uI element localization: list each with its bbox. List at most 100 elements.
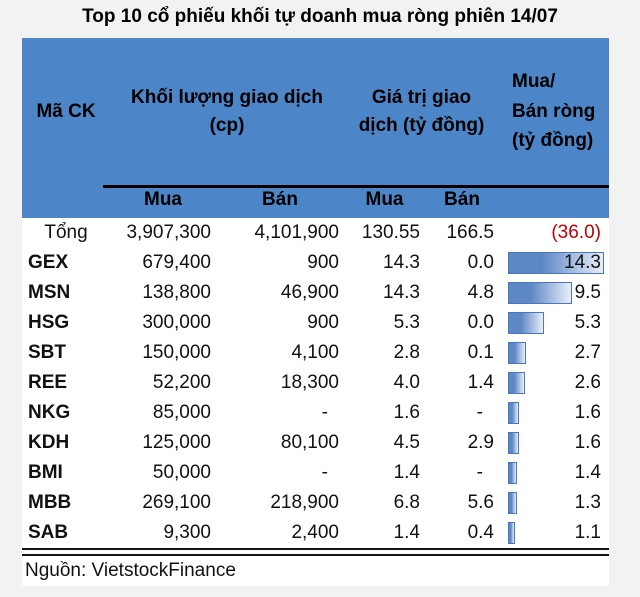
stock-code: BMI — [28, 462, 63, 483]
table-row: HSG 300,000 900 5.3 0.0 5.3 — [22, 308, 609, 338]
total-value-buy: 130.55 — [361, 222, 420, 243]
net-value: 1.3 — [574, 492, 601, 513]
value-buy: 1.4 — [393, 522, 420, 543]
source-note: Nguồn: VietstockFinance — [25, 560, 236, 581]
volume-sell: 80,100 — [280, 432, 339, 453]
volume-buy: 300,000 — [142, 312, 211, 333]
total-volume-buy: 3,907,300 — [126, 222, 211, 243]
table-row: SBT 150,000 4,100 2.8 0.1 2.7 — [22, 338, 609, 368]
table-body: GEX 679,400 900 14.3 0.0 14.3 MSN 138,80… — [22, 248, 609, 548]
table-row: BMI 50,000 - 1.4 - 1.4 — [22, 458, 609, 488]
column-gap — [499, 518, 508, 548]
net-data-bar — [508, 522, 516, 544]
subheader-value-sell: Bán — [444, 189, 480, 210]
column-gap — [499, 218, 508, 248]
value-sell: 0.4 — [467, 522, 494, 543]
bottom-double-border — [22, 548, 609, 556]
total-row: Tổng 3,907,300 4,101,900 130.55 166.5 (3… — [22, 218, 609, 248]
net-bar-cell: 1.4 — [508, 458, 604, 488]
header-value: Giá trị giao dịch (tỷ đồng) — [344, 84, 499, 139]
header-volume: Khối lượng giao dịch (cp) — [110, 84, 344, 139]
table-header: Mã CK Khối lượng giao dịch (cp) Giá trị … — [22, 38, 609, 218]
value-buy: 6.8 — [393, 492, 420, 513]
total-value-sell: 166.5 — [446, 222, 494, 243]
column-gap — [499, 308, 508, 338]
stock-code: REE — [28, 372, 68, 393]
net-bar-cell: 1.6 — [508, 398, 604, 428]
total-volume-sell: 4,101,900 — [254, 222, 339, 243]
subheader-value-buy: Mua — [365, 189, 404, 210]
value-sell: 4.8 — [467, 282, 494, 303]
volume-sell: 18,300 — [280, 372, 339, 393]
value-buy: 14.3 — [383, 252, 420, 273]
net-buy-table: Mã CK Khối lượng giao dịch (cp) Giá trị … — [22, 38, 609, 586]
subheader-row: Mua Bán Mua Bán — [22, 185, 609, 215]
volume-buy: 85,000 — [152, 402, 211, 423]
header-net-line2: Bán ròng — [512, 100, 596, 122]
net-value: 14.3 — [564, 252, 601, 273]
table-row: MSN 138,800 46,900 14.3 4.8 9.5 — [22, 278, 609, 308]
value-buy: 2.8 — [393, 342, 420, 363]
net-data-bar — [508, 282, 572, 304]
header-net-line1: Mua/ — [512, 71, 556, 93]
column-gap — [499, 428, 508, 458]
column-gap — [499, 185, 508, 215]
net-data-bar — [508, 312, 544, 334]
table-row: NKG 85,000 - 1.6 - 1.6 — [22, 398, 609, 428]
column-gap — [499, 338, 508, 368]
volume-sell: 2,400 — [291, 522, 339, 543]
net-value: 1.1 — [574, 522, 601, 543]
table-row: KDH 125,000 80,100 4.5 2.9 1.6 — [22, 428, 609, 458]
value-buy: 5.3 — [393, 312, 420, 333]
column-gap — [499, 488, 508, 518]
column-gap — [499, 248, 508, 278]
value-sell: - — [476, 402, 483, 423]
column-gap — [499, 398, 508, 428]
volume-sell: 46,900 — [280, 282, 339, 303]
net-data-bar — [508, 462, 518, 484]
value-sell: 0.1 — [467, 342, 494, 363]
column-gap — [499, 278, 508, 308]
stock-code: GEX — [28, 252, 69, 273]
table-row: MBB 269,100 218,900 6.8 5.6 1.3 — [22, 488, 609, 518]
net-data-bar — [508, 432, 519, 454]
net-data-bar — [508, 252, 604, 274]
subheader-volume-sell: Bán — [262, 189, 298, 210]
column-gap — [499, 368, 508, 398]
header-net-line3: (tỷ đồng) — [512, 130, 594, 152]
subheader-net-spacer — [508, 185, 604, 215]
total-label: Tổng — [44, 222, 88, 243]
table-row: SAB 9,300 2,400 1.4 0.4 1.1 — [22, 518, 609, 548]
net-bar-cell: 2.6 — [508, 368, 604, 398]
stock-code: MBB — [28, 492, 72, 513]
volume-buy: 52,200 — [152, 372, 211, 393]
volume-buy: 138,800 — [142, 282, 211, 303]
net-data-bar — [508, 492, 517, 514]
header-net: Mua/ Bán ròng (tỷ đồng) — [499, 67, 609, 155]
total-net-value: (36.0) — [551, 222, 601, 243]
net-data-bar — [508, 402, 519, 424]
stock-code: MSN — [28, 282, 71, 303]
value-buy: 1.6 — [393, 402, 420, 423]
value-sell: - — [476, 462, 483, 483]
volume-sell: 900 — [307, 312, 339, 333]
volume-buy: 50,000 — [152, 462, 211, 483]
net-value: 2.7 — [574, 342, 601, 363]
stock-code: SBT — [28, 342, 66, 363]
table-row: GEX 679,400 900 14.3 0.0 14.3 — [22, 248, 609, 278]
header-divider-line — [103, 185, 609, 188]
net-bar-cell: 1.6 — [508, 428, 604, 458]
volume-buy: 9,300 — [163, 522, 211, 543]
net-bar-cell: 5.3 — [508, 308, 604, 338]
volume-buy: 150,000 — [142, 342, 211, 363]
volume-buy: 125,000 — [142, 432, 211, 453]
value-buy: 4.0 — [393, 372, 420, 393]
net-value: 9.5 — [574, 282, 601, 303]
volume-sell: 900 — [307, 252, 339, 273]
header-volume-line1: Khối lượng giao dịch — [131, 86, 323, 108]
header-value-line1: Giá trị giao — [371, 86, 472, 108]
value-sell: 1.4 — [467, 372, 494, 393]
value-sell: 5.6 — [467, 492, 494, 513]
net-value: 1.6 — [574, 432, 601, 453]
